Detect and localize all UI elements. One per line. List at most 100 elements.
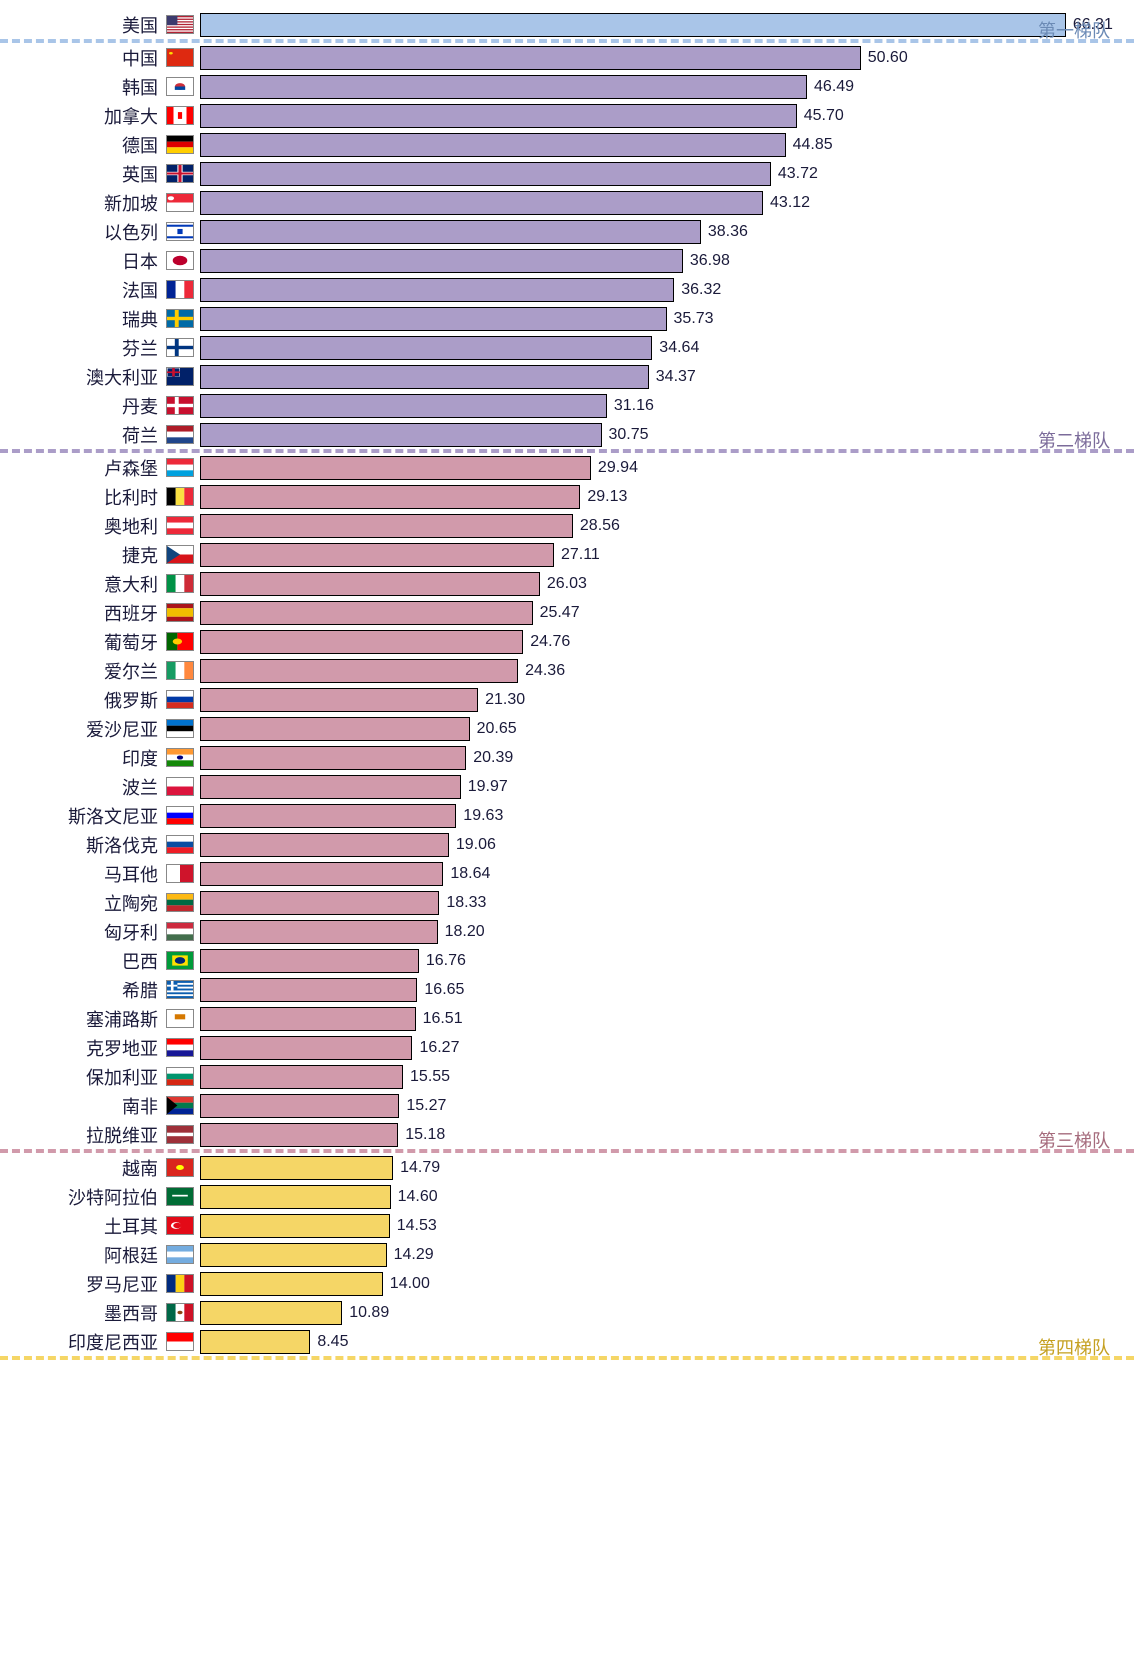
- bar-area: 19.97: [200, 772, 1114, 801]
- flag-icon: [166, 922, 194, 941]
- country-name: 澳大利亚: [86, 364, 158, 390]
- bar: 30.75: [200, 423, 602, 447]
- flag-icon: [166, 396, 194, 415]
- chart-row: 印度20.39: [20, 743, 1114, 772]
- bar-area: 30.75: [200, 420, 1114, 449]
- value-label: 14.79: [400, 1159, 440, 1177]
- flag-icon: [166, 338, 194, 357]
- chart-row: 克罗地亚16.27: [20, 1033, 1114, 1062]
- flag-icon: [166, 309, 194, 328]
- bar-area: 45.70: [200, 101, 1114, 130]
- chart-row: 瑞典 35.73: [20, 304, 1114, 333]
- bar-area: 43.72: [200, 159, 1114, 188]
- value-label: 38.36: [708, 223, 748, 241]
- bar: 16.76: [200, 949, 419, 973]
- bar-area: 14.00: [200, 1269, 1114, 1298]
- flag-icon: [166, 1274, 194, 1293]
- bar-area: 24.36: [200, 656, 1114, 685]
- flag-icon: [166, 1038, 194, 1057]
- country-name: 墨西哥: [104, 1300, 158, 1326]
- label-area: 日本: [20, 248, 200, 274]
- label-area: 卢森堡: [20, 455, 200, 481]
- value-label: 29.13: [587, 488, 627, 506]
- bar-area: 34.37: [200, 362, 1114, 391]
- country-name: 瑞典: [122, 306, 158, 332]
- flag-icon: [166, 516, 194, 535]
- bar-area: 10.89: [200, 1298, 1114, 1327]
- value-label: 50.60: [868, 49, 908, 67]
- country-name: 韩国: [122, 74, 158, 100]
- country-name: 芬兰: [122, 335, 158, 361]
- value-label: 18.64: [450, 865, 490, 883]
- country-name: 以色列: [104, 219, 158, 245]
- label-area: 马耳他: [20, 861, 200, 887]
- bar-area: 16.51: [200, 1004, 1114, 1033]
- label-area: 捷克: [20, 542, 200, 568]
- bar-area: 19.06: [200, 830, 1114, 859]
- flag-icon: [166, 1125, 194, 1144]
- country-name: 俄罗斯: [104, 687, 158, 713]
- label-area: 法国: [20, 277, 200, 303]
- country-name: 印度尼西亚: [68, 1329, 158, 1355]
- flag-icon: [166, 603, 194, 622]
- bar-area: 14.60: [200, 1182, 1114, 1211]
- flag-icon: [166, 806, 194, 825]
- bar: 16.51: [200, 1007, 416, 1031]
- bar-area: 34.64: [200, 333, 1114, 362]
- flag-icon: [166, 1332, 194, 1351]
- flag-icon: [166, 1303, 194, 1322]
- chart-row: 卢森堡29.94: [20, 453, 1114, 482]
- chart-row: 澳大利亚 34.37: [20, 362, 1114, 391]
- bar: 18.33: [200, 891, 439, 915]
- bar: 50.60: [200, 46, 861, 70]
- bar-area: 20.65: [200, 714, 1114, 743]
- value-label: 28.56: [580, 517, 620, 535]
- country-name: 波兰: [122, 774, 158, 800]
- value-label: 27.11: [561, 546, 600, 564]
- bar-area: 31.16: [200, 391, 1114, 420]
- bar-area: 18.33: [200, 888, 1114, 917]
- bar: 20.65: [200, 717, 470, 741]
- country-name: 斯洛文尼亚: [68, 803, 158, 829]
- label-area: 印度尼西亚: [20, 1329, 200, 1355]
- value-label: 18.33: [446, 894, 486, 912]
- chart-row: 德国44.85: [20, 130, 1114, 159]
- value-label: 43.12: [770, 194, 810, 212]
- value-label: 15.27: [406, 1097, 446, 1115]
- country-name: 日本: [122, 248, 158, 274]
- value-label: 34.64: [659, 339, 699, 357]
- bar: 24.36: [200, 659, 518, 683]
- value-label: 24.36: [525, 662, 565, 680]
- label-area: 德国: [20, 132, 200, 158]
- value-label: 24.76: [530, 633, 570, 651]
- label-area: 西班牙: [20, 600, 200, 626]
- chart-row: 丹麦31.16: [20, 391, 1114, 420]
- bar: 16.27: [200, 1036, 412, 1060]
- bar-area: 15.18: [200, 1120, 1114, 1149]
- label-area: 荷兰: [20, 422, 200, 448]
- bar: 14.53: [200, 1214, 390, 1238]
- bar: 35.73: [200, 307, 667, 331]
- label-area: 墨西哥: [20, 1300, 200, 1326]
- label-area: 韩国: [20, 74, 200, 100]
- value-label: 14.00: [390, 1275, 430, 1293]
- flag-icon: [166, 1009, 194, 1028]
- bar: 24.76: [200, 630, 523, 654]
- bar: 8.45: [200, 1330, 310, 1354]
- value-label: 16.65: [424, 981, 464, 999]
- label-area: 土耳其: [20, 1213, 200, 1239]
- flag-icon: [166, 1187, 194, 1206]
- chart-row: 新加坡43.12: [20, 188, 1114, 217]
- flag-icon: [166, 893, 194, 912]
- bar-area: 20.39: [200, 743, 1114, 772]
- bar-area: 44.85: [200, 130, 1114, 159]
- value-label: 14.29: [394, 1246, 434, 1264]
- value-label: 19.97: [468, 778, 508, 796]
- flag-icon: [166, 280, 194, 299]
- country-name: 中国: [122, 45, 158, 71]
- bar: 38.36: [200, 220, 701, 244]
- value-label: 14.53: [397, 1217, 437, 1235]
- bar: 10.89: [200, 1301, 342, 1325]
- chart-row: 墨西哥 10.89: [20, 1298, 1114, 1327]
- bar: 34.37: [200, 365, 649, 389]
